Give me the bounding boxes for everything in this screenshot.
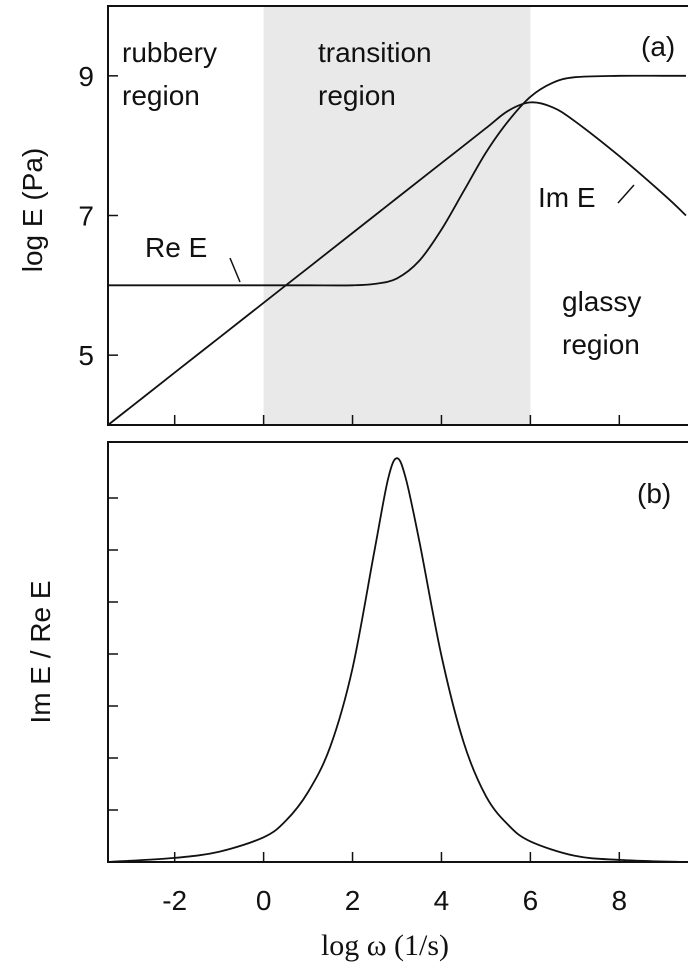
- y-tick-label: 7: [78, 201, 94, 232]
- panel-b-frame: [107, 441, 688, 863]
- region-label-transition-line1: transition: [318, 37, 432, 68]
- region-label-glassy-line2: region: [562, 329, 640, 360]
- y-tick-label: 5: [78, 340, 94, 371]
- region-label-rubbery-line2: region: [122, 80, 200, 111]
- re-e-leader-line: [229, 257, 241, 283]
- x-tick-label: -2: [162, 885, 187, 916]
- panel-a-x-ticks: [173, 415, 621, 425]
- panel-b-x-ticks: -2 0 2 4 6 8: [162, 852, 627, 916]
- x-tick-label: 4: [434, 885, 450, 916]
- panel-b-y-axis-label: Im E / Re E: [25, 580, 56, 723]
- region-label-transition-line2: region: [318, 80, 396, 111]
- region-label-glassy-line1: glassy: [562, 286, 641, 317]
- x-tick-label: 2: [345, 885, 361, 916]
- panel-a-series: [107, 74, 687, 426]
- panel-b-label: (b): [637, 478, 671, 509]
- x-tick-label: 6: [523, 885, 539, 916]
- panel-a-y-ticks: 5 7 9: [78, 61, 118, 371]
- panel-b: -2 0 2 4 6 8 (b) Im E / Re E log ω (1/s): [25, 441, 688, 962]
- x-axis-label: log ω (1/s): [321, 929, 449, 962]
- series-line-loss-ratio: [107, 457, 687, 863]
- region-label-rubbery-line1: rubbery: [122, 37, 217, 68]
- series-line-re-e: [108, 74, 686, 287]
- x-tick-label: 0: [256, 885, 272, 916]
- panel-a-y-axis-label: log E (Pa): [17, 148, 48, 273]
- panel-b-y-ticks: [108, 497, 118, 811]
- transition-region-shading: [263, 6, 531, 425]
- im-e-leader-line: [617, 184, 635, 204]
- x-tick-label: 8: [612, 885, 628, 916]
- series-line-im-e: [107, 101, 687, 426]
- panel-b-series: [107, 457, 687, 863]
- panel-a: 5 7 9 rubbery region transition region gla…: [17, 5, 688, 426]
- series-label-re-e: Re E: [145, 232, 207, 263]
- panel-a-label: (a): [641, 31, 675, 62]
- y-tick-label: 9: [78, 61, 94, 92]
- series-label-im-e: Im E: [538, 182, 596, 213]
